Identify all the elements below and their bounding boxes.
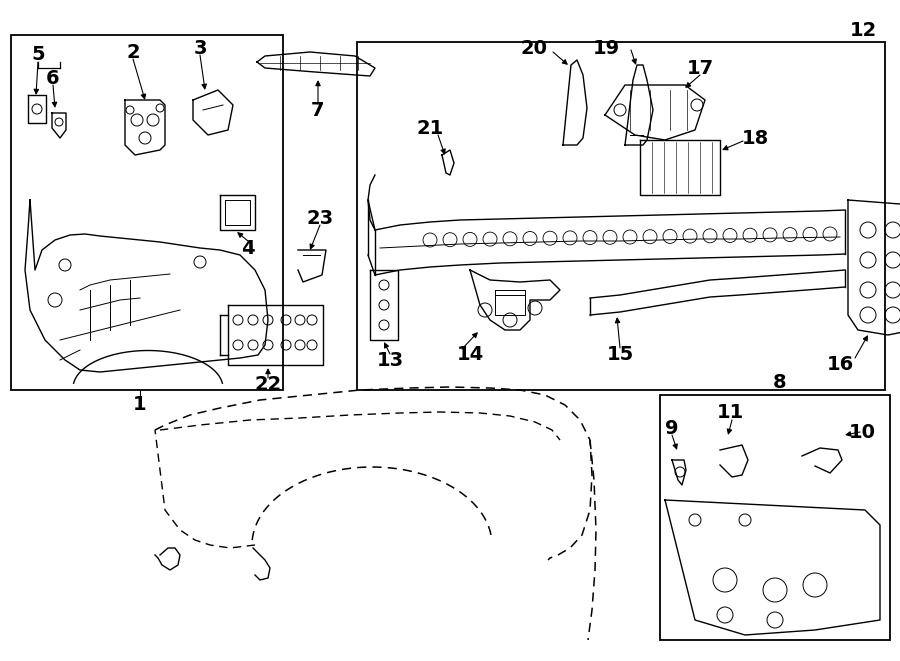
Text: 10: 10	[849, 422, 876, 442]
Text: 15: 15	[607, 346, 634, 364]
Text: 7: 7	[311, 100, 325, 120]
Text: 4: 4	[241, 239, 255, 258]
Text: 22: 22	[255, 375, 282, 395]
Text: 14: 14	[456, 346, 483, 364]
Text: 12: 12	[850, 20, 877, 40]
Text: 21: 21	[417, 118, 444, 137]
Text: 16: 16	[826, 356, 853, 375]
Bar	[11, 35, 283, 390]
Bar	[357, 42, 885, 390]
Text: 1: 1	[133, 395, 147, 414]
Text: 8: 8	[773, 373, 787, 393]
Text: 9: 9	[665, 418, 679, 438]
Text: 13: 13	[376, 350, 403, 369]
Text: 2: 2	[126, 42, 140, 61]
Text: 6: 6	[46, 69, 59, 87]
Text: 19: 19	[593, 38, 620, 58]
Text: 18: 18	[742, 128, 769, 147]
Bar	[660, 395, 890, 640]
Text: 20: 20	[521, 38, 548, 58]
Text: 17: 17	[687, 59, 714, 77]
Text: 3: 3	[194, 38, 207, 58]
Text: 11: 11	[716, 403, 743, 422]
Text: 5: 5	[32, 46, 45, 65]
Text: 23: 23	[306, 208, 334, 227]
